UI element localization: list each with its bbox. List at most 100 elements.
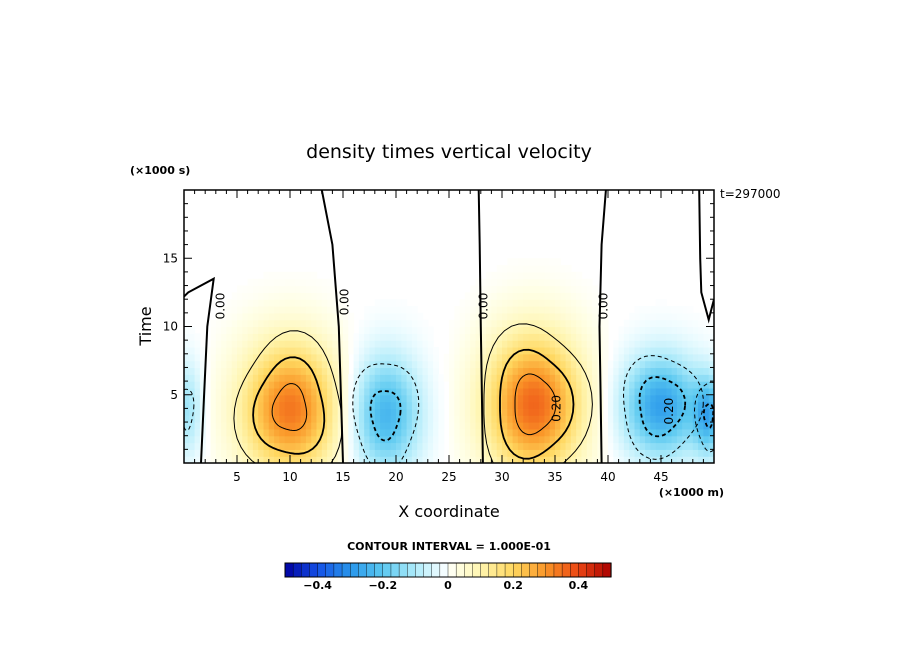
heatmap-cell <box>417 367 424 375</box>
heatmap-cell <box>311 394 318 403</box>
heatmap-cell <box>422 428 429 437</box>
colorbar-swatch <box>350 562 359 578</box>
heatmap-cell <box>231 456 238 463</box>
heatmap-cell <box>486 367 492 375</box>
heatmap-cell <box>332 394 339 403</box>
heatmap-cell <box>549 340 556 348</box>
heatmap-cell <box>390 394 397 403</box>
heatmap-cell <box>385 442 392 450</box>
heatmap-cell <box>682 435 689 444</box>
heatmap-cell <box>374 340 381 348</box>
heatmap-cell <box>221 442 227 450</box>
heatmap-cell <box>608 422 614 430</box>
heatmap-cell <box>274 401 280 409</box>
heatmap-cell <box>629 449 636 457</box>
heatmap-cell <box>311 333 318 341</box>
heatmap-cell <box>623 326 630 334</box>
heatmap-cell <box>576 381 583 389</box>
heatmap-cell <box>687 340 694 348</box>
heatmap-cell <box>502 367 508 375</box>
heatmap-cell <box>252 312 259 321</box>
heatmap-cell <box>655 333 662 341</box>
heatmap-cell <box>411 346 418 355</box>
heatmap-cell <box>411 387 418 396</box>
heatmap-cell <box>268 435 275 444</box>
heatmap-cell <box>406 408 413 416</box>
heatmap-cell <box>661 306 667 314</box>
heatmap-cell <box>502 312 508 321</box>
heatmap-cell <box>560 340 567 348</box>
heatmap-cell <box>411 367 418 375</box>
heatmap-cell <box>406 340 413 348</box>
heatmap-cell <box>486 360 492 369</box>
heatmap-cell <box>374 387 381 396</box>
heatmap-cell <box>459 456 466 463</box>
heatmap-cell <box>464 442 471 450</box>
heatmap-cell <box>221 374 227 382</box>
heatmap-cell <box>189 456 196 463</box>
heatmap-cell <box>692 346 699 355</box>
heatmap-cell <box>623 422 630 430</box>
heatmap-cell <box>565 374 572 382</box>
heatmap-cell <box>586 415 593 423</box>
heatmap-cell <box>279 422 286 430</box>
heatmap-cell <box>623 442 630 450</box>
heatmap-cell <box>385 394 392 403</box>
heatmap-cell <box>480 333 487 341</box>
heatmap-cell <box>327 394 333 403</box>
heatmap-cell <box>565 299 572 307</box>
heatmap-cell <box>284 387 291 396</box>
heatmap-cell <box>592 449 598 457</box>
heatmap-cell <box>268 326 275 334</box>
heatmap-cell <box>449 435 455 444</box>
heatmap-cell <box>348 442 355 450</box>
heatmap-cell <box>523 428 530 437</box>
heatmap-cell <box>698 381 704 389</box>
heatmap-cell <box>290 401 296 409</box>
heatmap-cell <box>332 292 339 300</box>
heatmap-cell <box>639 353 646 362</box>
heatmap-cell <box>411 306 418 314</box>
heatmap-cell <box>698 326 704 334</box>
heatmap-cell <box>666 449 673 457</box>
heatmap-cell <box>396 422 402 430</box>
heatmap-cell <box>321 387 328 396</box>
heatmap-cell <box>401 387 408 396</box>
heatmap-cell <box>242 401 249 409</box>
heatmap-cell <box>422 333 429 341</box>
heatmap-cell <box>380 367 386 375</box>
heatmap-cell <box>268 292 275 300</box>
heatmap-cell <box>570 278 577 287</box>
heatmap-cell <box>422 381 429 389</box>
heatmap-cell <box>682 340 689 348</box>
heatmap-cell <box>332 360 339 369</box>
heatmap-cell <box>708 326 714 334</box>
heatmap-cell <box>671 387 678 396</box>
heatmap-cell <box>390 442 397 450</box>
heatmap-cell <box>586 394 593 403</box>
heatmap-cell <box>570 292 577 300</box>
heatmap-cell <box>380 415 386 423</box>
heatmap-cell <box>502 387 508 396</box>
heatmap-cell <box>634 422 641 430</box>
heatmap-cell <box>555 326 561 334</box>
heatmap-cell <box>305 299 312 307</box>
heatmap-cell <box>475 394 482 403</box>
heatmap-cell <box>422 401 429 409</box>
heatmap-cell <box>629 428 636 437</box>
heatmap-cell <box>634 306 641 314</box>
heatmap-cell <box>247 449 254 457</box>
heatmap-cell <box>290 340 296 348</box>
heatmap-cell <box>480 353 487 362</box>
heatmap-cell <box>411 333 418 341</box>
heatmap-cell <box>470 374 477 382</box>
heatmap-cell <box>555 381 561 389</box>
heatmap-cell <box>491 408 498 416</box>
heatmap-cell <box>433 435 439 444</box>
heatmap-cell <box>327 312 333 321</box>
heatmap-cell <box>284 292 291 300</box>
heatmap-cell <box>687 456 694 463</box>
heatmap-cell <box>417 435 424 444</box>
heatmap-cell <box>406 374 413 382</box>
heatmap-cell <box>422 326 429 334</box>
